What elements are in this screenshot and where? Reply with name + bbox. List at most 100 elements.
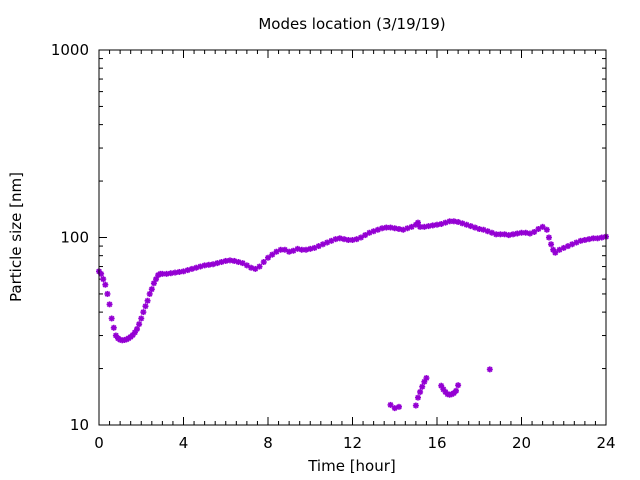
data-point-stroke bbox=[294, 246, 301, 252]
minor-ticks bbox=[99, 50, 606, 425]
data-point-stroke bbox=[100, 276, 106, 282]
data-point-stroke bbox=[440, 386, 447, 393]
data-point-stroke bbox=[383, 224, 390, 231]
data-point bbox=[243, 262, 250, 269]
data-point-stroke bbox=[269, 251, 275, 258]
x-tick-label: 0 bbox=[94, 434, 104, 452]
data-point bbox=[383, 224, 390, 231]
data-point-stroke bbox=[455, 219, 461, 225]
data-point bbox=[414, 394, 421, 401]
data-point-stroke bbox=[550, 247, 556, 253]
data-point bbox=[110, 324, 117, 331]
data-point-stroke bbox=[282, 247, 288, 253]
data-point-stroke bbox=[493, 231, 499, 238]
data-point bbox=[235, 259, 242, 266]
x-tick-label: 8 bbox=[263, 434, 273, 452]
data-point bbox=[412, 402, 419, 409]
data-point bbox=[486, 366, 493, 373]
data-point-stroke bbox=[113, 332, 119, 339]
data-point bbox=[419, 383, 426, 390]
data-point-stroke bbox=[472, 224, 478, 231]
data-point-stroke bbox=[104, 291, 111, 297]
data-point bbox=[260, 259, 267, 266]
data-point bbox=[552, 249, 559, 256]
data-point bbox=[357, 234, 364, 241]
data-point-stroke bbox=[277, 247, 284, 253]
data-point-stroke bbox=[168, 270, 174, 276]
data-point-stroke bbox=[256, 263, 263, 270]
data-point-stroke bbox=[106, 301, 113, 308]
data-point-stroke bbox=[417, 389, 423, 395]
data-point-stroke bbox=[476, 226, 483, 232]
tick-labels: 0 4 8 12 16 20 24 10 100 1000 bbox=[51, 41, 616, 452]
plot-frame bbox=[98, 49, 607, 426]
data-point-stroke bbox=[341, 236, 347, 242]
data-point-stroke bbox=[163, 271, 170, 277]
data-point-stroke bbox=[518, 229, 525, 236]
data-point bbox=[256, 263, 263, 270]
data-point-stroke bbox=[146, 291, 153, 297]
data-point-stroke bbox=[396, 404, 402, 410]
data-point-stroke bbox=[206, 262, 212, 268]
data-point-stroke bbox=[231, 258, 237, 264]
data-point-stroke bbox=[159, 271, 166, 277]
data-point-stroke bbox=[501, 231, 508, 238]
data-point bbox=[140, 309, 147, 316]
data-point-stroke bbox=[176, 269, 183, 275]
data-point bbox=[172, 269, 179, 276]
data-point bbox=[252, 265, 259, 272]
data-point-stroke bbox=[201, 262, 208, 269]
data-point-stroke bbox=[345, 237, 352, 243]
data-point-stroke bbox=[222, 258, 229, 264]
data-point bbox=[222, 257, 229, 264]
data-point bbox=[136, 321, 143, 328]
data-point bbox=[104, 290, 111, 297]
data-point-stroke bbox=[468, 223, 474, 229]
data-point-stroke bbox=[108, 315, 115, 322]
data-point bbox=[108, 315, 115, 322]
data-point bbox=[531, 228, 538, 235]
data-point-stroke bbox=[149, 286, 155, 292]
data-point-stroke bbox=[362, 232, 368, 238]
data-point-stroke bbox=[531, 229, 537, 235]
data-point-stroke bbox=[552, 249, 559, 256]
data-point-stroke bbox=[459, 220, 466, 227]
data-point bbox=[395, 403, 402, 410]
x-tick-label: 16 bbox=[427, 434, 446, 452]
data-point-stroke bbox=[480, 226, 487, 233]
data-point-stroke bbox=[244, 262, 250, 269]
data-point-stroke bbox=[413, 402, 419, 409]
data-point bbox=[146, 290, 153, 297]
data-point-stroke bbox=[391, 225, 398, 232]
data-point-stroke bbox=[265, 254, 271, 261]
data-point bbox=[556, 246, 563, 253]
x-tick-label: 24 bbox=[596, 434, 615, 452]
data-point-stroke bbox=[417, 224, 423, 230]
data-point bbox=[134, 326, 141, 333]
data-point bbox=[106, 301, 113, 308]
data-point bbox=[455, 382, 462, 389]
data-point bbox=[548, 241, 555, 248]
data-point-stroke bbox=[396, 226, 402, 232]
data-point bbox=[98, 270, 105, 277]
data-point-stroke bbox=[455, 382, 461, 388]
data-point-stroke bbox=[387, 224, 394, 231]
data-point-stroke bbox=[546, 234, 552, 241]
data-point-stroke bbox=[446, 218, 453, 225]
data-point-stroke bbox=[423, 375, 430, 381]
data-point-stroke bbox=[111, 325, 117, 331]
data-point bbox=[362, 232, 369, 239]
data-point-stroke bbox=[227, 257, 233, 264]
data-point-stroke bbox=[522, 229, 529, 236]
data-point-stroke bbox=[358, 234, 364, 241]
data-point bbox=[332, 236, 339, 243]
data-point-stroke bbox=[544, 226, 550, 233]
data-point bbox=[265, 254, 271, 261]
data-point bbox=[138, 315, 145, 322]
data-point-stroke bbox=[299, 247, 305, 253]
y-axis-label: Particle size [nm] bbox=[7, 172, 25, 302]
data-point-stroke bbox=[337, 235, 343, 242]
data-point bbox=[545, 234, 552, 241]
data-point-stroke bbox=[539, 224, 546, 230]
data-point bbox=[303, 246, 310, 253]
